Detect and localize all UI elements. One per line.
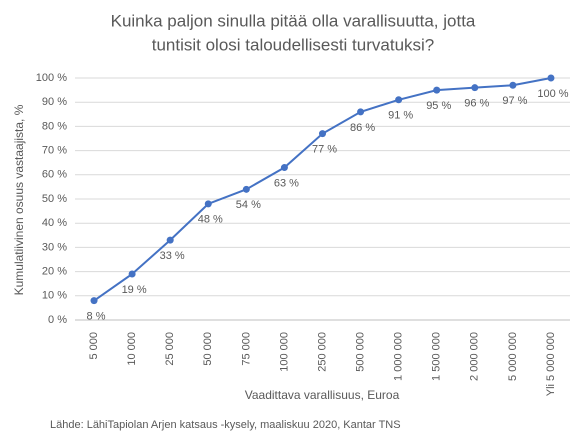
y-axis-title: Kumulatiivinen osuus vastaajista, % bbox=[12, 104, 26, 295]
point bbox=[547, 74, 555, 82]
y-tick-label: 70 % bbox=[42, 145, 67, 157]
x-tick-label: 1 000 000 bbox=[393, 332, 405, 381]
chart-title: tuntisit olosi taloudellisesti turvatuks… bbox=[152, 35, 435, 54]
y-tick-label: 30 % bbox=[42, 241, 67, 253]
x-tick-label: 1 500 000 bbox=[431, 332, 443, 381]
y-tick-label: 80 % bbox=[42, 120, 67, 132]
data-label: 91 % bbox=[388, 110, 413, 122]
data-label: 54 % bbox=[236, 199, 261, 211]
y-tick-label: 0 % bbox=[48, 314, 67, 326]
point bbox=[395, 96, 403, 104]
x-tick-label: 75 000 bbox=[240, 332, 252, 366]
data-label: 63 % bbox=[274, 177, 299, 189]
x-tick-label: 5 000 000 bbox=[507, 332, 519, 381]
y-tick-label: 20 % bbox=[42, 266, 67, 278]
y-tick-label: 10 % bbox=[42, 290, 67, 302]
data-label: 96 % bbox=[464, 98, 489, 110]
data-label: 97 % bbox=[502, 95, 527, 107]
y-tick-label: 40 % bbox=[42, 217, 67, 229]
data-label: 77 % bbox=[312, 144, 337, 156]
x-tick-label: 500 000 bbox=[354, 332, 366, 372]
data-label: 19 % bbox=[122, 284, 147, 296]
point bbox=[509, 81, 517, 89]
x-tick-label: Yli 5 000 000 bbox=[545, 332, 557, 396]
point bbox=[357, 108, 365, 116]
data-label: 95 % bbox=[426, 100, 451, 112]
source: Lähde: LähiTapiolan Arjen katsaus -kysel… bbox=[50, 419, 401, 431]
y-tick-label: 50 % bbox=[42, 193, 67, 205]
data-label: 48 % bbox=[198, 214, 223, 226]
x-tick-label: 50 000 bbox=[202, 332, 214, 366]
point bbox=[242, 185, 250, 193]
point bbox=[204, 200, 212, 208]
y-tick-label: 90 % bbox=[42, 96, 67, 108]
x-tick-label: 2 000 000 bbox=[469, 332, 481, 381]
x-tick-label: 250 000 bbox=[316, 332, 328, 372]
point bbox=[166, 236, 174, 244]
point bbox=[471, 84, 479, 92]
data-label: 100 % bbox=[537, 88, 568, 100]
point bbox=[433, 86, 441, 94]
data-label: 86 % bbox=[350, 122, 375, 134]
x-axis-title: Vaadittava varallisuus, Euroa bbox=[245, 388, 400, 402]
chart-title: Kuinka paljon sinulla pitää olla varalli… bbox=[111, 11, 476, 30]
data-label: 8 % bbox=[87, 311, 106, 323]
y-tick-label: 100 % bbox=[36, 72, 67, 84]
x-tick-label: 25 000 bbox=[164, 332, 176, 366]
x-tick-label: 5 000 bbox=[88, 332, 100, 360]
x-tick-label: 10 000 bbox=[126, 332, 138, 366]
point bbox=[280, 164, 288, 172]
point bbox=[90, 297, 98, 305]
point bbox=[128, 270, 136, 278]
x-tick-label: 100 000 bbox=[278, 332, 290, 372]
point bbox=[319, 130, 326, 138]
y-tick-label: 60 % bbox=[42, 169, 67, 181]
data-label: 33 % bbox=[160, 250, 185, 262]
